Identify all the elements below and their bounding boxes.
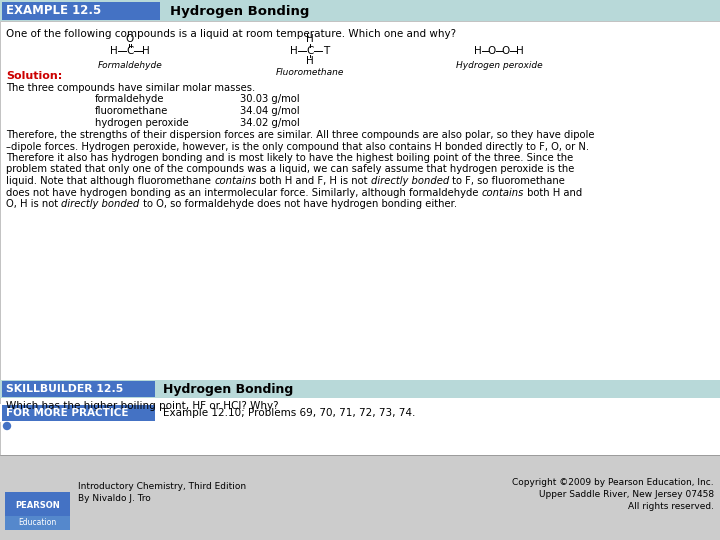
Text: H: H: [516, 46, 524, 56]
Text: 34.04 g/mol: 34.04 g/mol: [240, 106, 300, 116]
Text: Therefore it also has hydrogen bonding and is most likely to have the highest bo: Therefore it also has hydrogen bonding a…: [6, 153, 573, 163]
Text: O, H is not: O, H is not: [6, 199, 61, 209]
Text: problem stated that only one of the compounds was a liquid, we can safely assume: problem stated that only one of the comp…: [6, 165, 575, 174]
Text: to O, so formaldehyde does not have hydrogen bonding either.: to O, so formaldehyde does not have hydr…: [140, 199, 456, 209]
Text: By Nivaldo J. Tro: By Nivaldo J. Tro: [78, 494, 150, 503]
Text: H: H: [306, 34, 314, 44]
Text: O: O: [488, 46, 496, 56]
Text: T: T: [323, 46, 329, 56]
Circle shape: [4, 422, 11, 429]
Text: Hydrogen peroxide: Hydrogen peroxide: [456, 61, 542, 70]
Bar: [0, 455, 720, 540]
Text: formaldehyde: formaldehyde: [95, 94, 164, 105]
Bar: [2, 2, 160, 20]
Text: PEARSON: PEARSON: [15, 501, 60, 510]
Bar: [5, 516, 70, 530]
Text: O: O: [502, 46, 510, 56]
Text: Example 12.10; Problems 69, 70, 71, 72, 73, 74.: Example 12.10; Problems 69, 70, 71, 72, …: [163, 408, 415, 418]
Text: hydrogen peroxide: hydrogen peroxide: [95, 118, 189, 127]
Text: Solution:: Solution:: [6, 71, 62, 81]
Text: SKILLBUILDER 12.5: SKILLBUILDER 12.5: [6, 384, 123, 394]
Text: C: C: [126, 46, 134, 56]
Text: 30.03 g/mol: 30.03 g/mol: [240, 94, 300, 105]
Bar: [2, 405, 155, 421]
Text: EXAMPLE 12.5: EXAMPLE 12.5: [6, 4, 102, 17]
Text: H: H: [474, 46, 482, 56]
Bar: [2, 381, 155, 397]
Text: Which has the higher boiling point, HF or HCl? Why?: Which has the higher boiling point, HF o…: [6, 401, 279, 411]
Text: Education: Education: [19, 518, 57, 527]
Text: 34.02 g/mol: 34.02 g/mol: [240, 118, 300, 127]
Text: does not have hydrogen bonding as an intermolecular force. Similarly, although f: does not have hydrogen bonding as an int…: [6, 187, 482, 198]
Text: –dipole forces. Hydrogen peroxide, however, is the only compound that also conta: –dipole forces. Hydrogen peroxide, howev…: [6, 141, 589, 152]
Bar: [0, 404, 720, 422]
Text: H: H: [110, 46, 118, 56]
Text: O: O: [126, 34, 134, 44]
Text: One of the following compounds is a liquid at room temperature. Which one and wh: One of the following compounds is a liqu…: [6, 29, 456, 39]
Text: Hydrogen Bonding: Hydrogen Bonding: [163, 382, 293, 395]
Bar: [0, 0, 720, 21]
Text: directly bonded: directly bonded: [61, 199, 140, 209]
Text: H: H: [290, 46, 298, 56]
Text: to F, so fluoromethane: to F, so fluoromethane: [449, 176, 565, 186]
Text: H: H: [306, 56, 314, 66]
Text: directly bonded: directly bonded: [371, 176, 449, 186]
Text: contains: contains: [482, 187, 524, 198]
Text: fluoromethane: fluoromethane: [95, 106, 168, 116]
Text: Copyright ©2009 by Pearson Education, Inc.: Copyright ©2009 by Pearson Education, In…: [513, 478, 714, 487]
Text: both H and F, H is not: both H and F, H is not: [256, 176, 371, 186]
Text: Introductory Chemistry, Third Edition: Introductory Chemistry, Third Edition: [78, 482, 246, 491]
Bar: [0, 21, 720, 455]
Text: C: C: [306, 46, 314, 56]
Text: Upper Saddle River, New Jersey 07458: Upper Saddle River, New Jersey 07458: [539, 490, 714, 499]
Text: both H and: both H and: [524, 187, 582, 198]
Text: Therefore, the strengths of their dispersion forces are similar. All three compo: Therefore, the strengths of their disper…: [6, 130, 595, 140]
Text: The three compounds have similar molar masses.: The three compounds have similar molar m…: [6, 83, 256, 93]
Text: contains: contains: [214, 176, 256, 186]
Text: Hydrogen Bonding: Hydrogen Bonding: [170, 4, 310, 17]
Text: Fluoromethane: Fluoromethane: [276, 68, 344, 77]
Text: All rights reserved.: All rights reserved.: [628, 502, 714, 511]
Text: liquid. Note that although fluoromethane: liquid. Note that although fluoromethane: [6, 176, 214, 186]
Text: H: H: [142, 46, 150, 56]
Text: Formaldehyde: Formaldehyde: [98, 61, 163, 70]
Bar: [0, 380, 720, 398]
Bar: [0, 21, 720, 455]
Bar: [5, 492, 70, 530]
Text: FOR MORE PRACTICE: FOR MORE PRACTICE: [6, 408, 128, 418]
